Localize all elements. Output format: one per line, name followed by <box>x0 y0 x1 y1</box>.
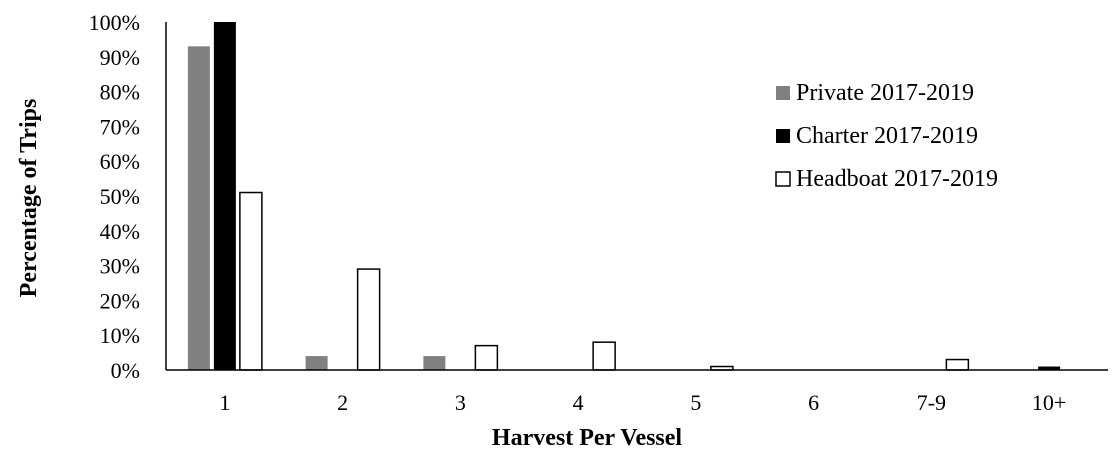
y-tick-label: 10% <box>100 323 140 348</box>
x-tick-label: 3 <box>455 390 466 415</box>
legend-label: Headboat 2017-2019 <box>796 166 998 192</box>
bar-charter-1 <box>213 22 236 370</box>
bar-private-2 <box>305 356 328 370</box>
legend-swatch <box>776 129 790 143</box>
bar-headboat-2 <box>356 268 381 371</box>
x-tick-label: 1 <box>219 390 230 415</box>
y-tick-label: 50% <box>100 184 140 209</box>
legend-swatch <box>776 86 790 100</box>
bar-private-1 <box>187 46 210 371</box>
y-axis-title: Percentage of Trips <box>16 99 42 298</box>
y-tick-label: 80% <box>100 80 140 105</box>
y-tick-label: 20% <box>100 288 140 313</box>
y-tick-label: 70% <box>100 114 140 139</box>
y-tick-label: 0% <box>111 358 140 383</box>
y-tick-label: 30% <box>100 254 140 279</box>
bar-private-3 <box>423 356 446 370</box>
x-tick-label: 7-9 <box>917 390 946 415</box>
bar-charter-10+ <box>1038 366 1061 370</box>
bar-headboat-4 <box>592 341 616 371</box>
x-tick-label: 10+ <box>1032 390 1066 415</box>
x-tick-label: 2 <box>337 390 348 415</box>
y-axis-ticks: 0% 10% 20% 30% 40% 50% 60% 70% 80% 90% 100% <box>89 10 140 383</box>
x-tick-label: 6 <box>808 390 819 415</box>
x-tick-label: 4 <box>573 390 584 415</box>
bar-headboat-7-9 <box>945 358 970 371</box>
y-tick-label: 40% <box>100 219 140 244</box>
bar-headboat-1 <box>239 191 263 371</box>
x-tick-label: 5 <box>690 390 701 415</box>
y-tick-label: 90% <box>100 45 140 70</box>
bar-headboat-3 <box>474 344 499 371</box>
x-axis-tick-labels: 1 2 3 4 5 6 7-9 10+ <box>219 390 1066 415</box>
legend-swatch <box>775 171 791 187</box>
x-axis-title: Harvest Per Vessel <box>492 425 683 451</box>
y-tick-label: 100% <box>89 10 140 35</box>
legend: Private 2017-2019 Charter 2017-2019 Headbo… <box>775 80 998 192</box>
legend-label: Charter 2017-2019 <box>796 123 978 149</box>
axes <box>165 22 1108 371</box>
bars <box>187 22 1061 371</box>
y-tick-label: 60% <box>100 149 140 174</box>
legend-label: Private 2017-2019 <box>796 80 974 106</box>
